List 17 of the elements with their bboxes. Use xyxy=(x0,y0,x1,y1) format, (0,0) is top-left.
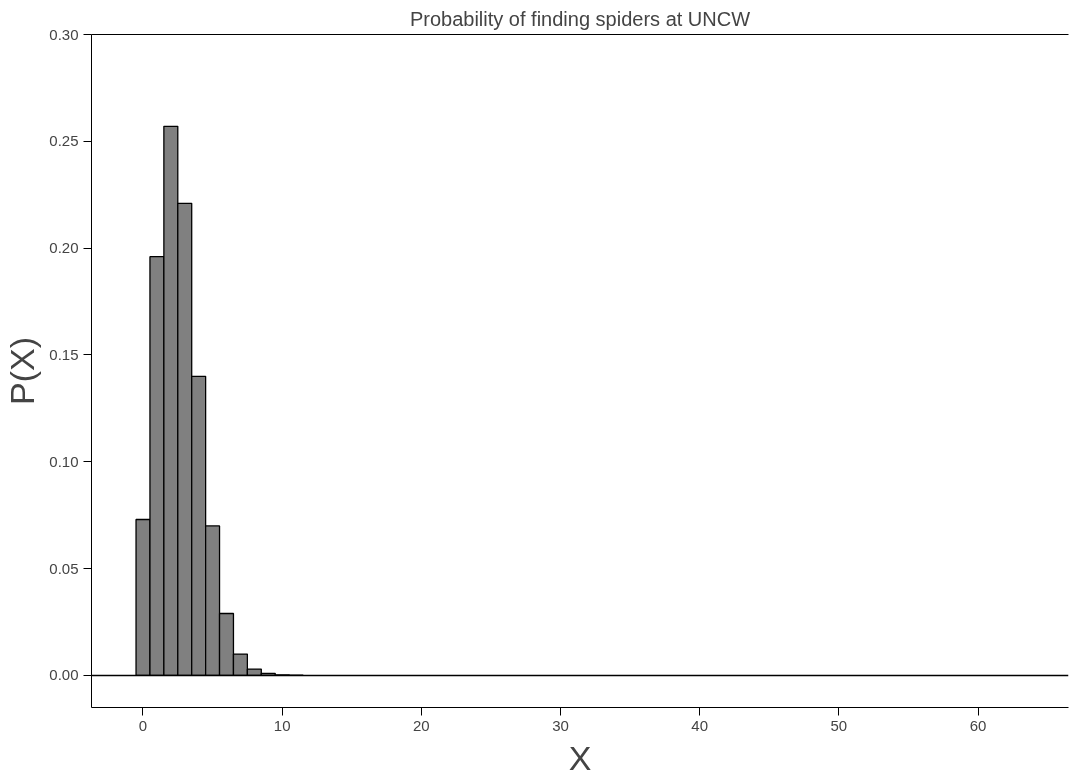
y-tick-label: 0.15 xyxy=(49,345,79,363)
x-tick-label: 60 xyxy=(969,716,987,734)
x-tick-label: 30 xyxy=(552,716,569,734)
y-tick-label: 0.05 xyxy=(49,559,79,577)
x-tick-label: 10 xyxy=(273,716,291,734)
y-tick-label: 0.30 xyxy=(49,25,79,43)
x-tick-label: 0 xyxy=(138,716,148,734)
x-tick-label: 20 xyxy=(413,716,430,734)
x-tick-label: 50 xyxy=(830,716,848,734)
y-tick-label: 0.20 xyxy=(49,239,79,257)
x-tick-label: 40 xyxy=(691,716,709,734)
x-axis-title: X xyxy=(568,738,592,777)
chart-title: Probability of finding spiders at UNCW xyxy=(409,7,751,30)
y-tick-label: 0.25 xyxy=(49,132,79,150)
y-tick-label: 0.10 xyxy=(49,452,79,470)
y-axis-title: P(X) xyxy=(3,337,42,405)
y-tick-label: 0.00 xyxy=(49,666,79,684)
